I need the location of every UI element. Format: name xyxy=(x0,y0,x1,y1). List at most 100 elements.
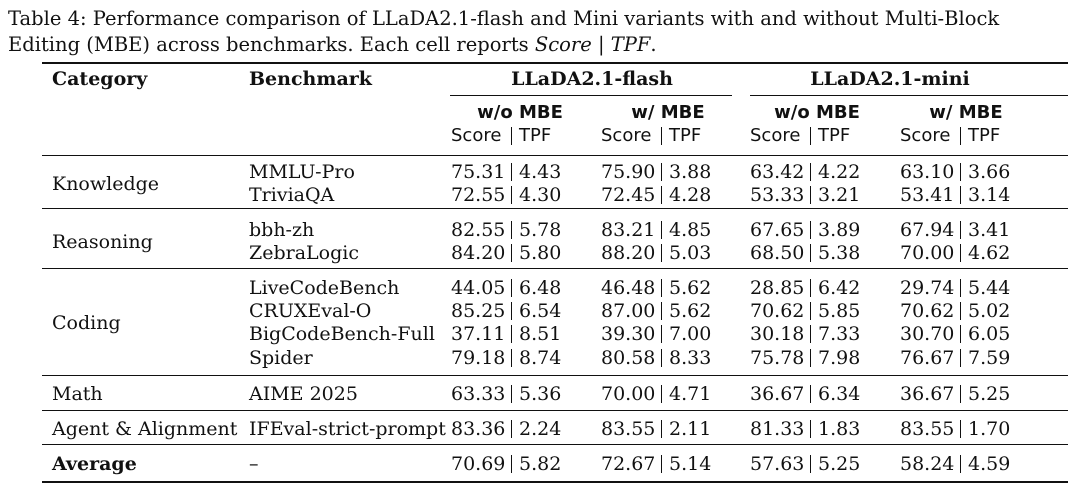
mini-wo-score-header: Score xyxy=(750,125,801,146)
flash-wo-cell-separator xyxy=(511,385,512,403)
flash-w-tpf-cell: 4.71 xyxy=(669,383,712,405)
category-cell: Reasoning xyxy=(52,230,153,253)
mini-w-cell-separator xyxy=(960,385,961,403)
flash-wo-score-cell: 79.18 xyxy=(451,347,506,369)
benchmark-cell: – xyxy=(249,453,259,475)
flash-w-header-separator xyxy=(661,127,662,145)
mini-wo-tpf-cell: 1.83 xyxy=(818,418,861,440)
mini-wo-tpf-cell: 5.38 xyxy=(818,242,861,264)
mini-w-score-cell: 70.62 xyxy=(900,300,955,322)
mini-wo-score-cell: 75.78 xyxy=(750,347,805,369)
flash-wo-tpf-cell: 8.51 xyxy=(519,323,562,345)
mini-wo-cell-separator xyxy=(810,279,811,297)
flash-w-score-cell: 46.48 xyxy=(601,277,656,299)
flash-w-tpf-cell: 5.62 xyxy=(669,277,712,299)
benchmark-cell: TriviaQA xyxy=(249,184,335,206)
mini-w-score-cell: 83.55 xyxy=(900,418,955,440)
mini-w-tpf-cell: 6.05 xyxy=(968,323,1011,345)
flash-wo-tpf-cell: 2.24 xyxy=(519,418,562,440)
mini-wo-score-cell: 30.18 xyxy=(750,323,805,345)
benchmark-cell: bbh-zh xyxy=(249,219,315,241)
flash-wo-cell-separator xyxy=(511,455,512,473)
flash-wo-cell-separator xyxy=(511,221,512,239)
mini-w-cell-separator xyxy=(960,279,961,297)
benchmark-cell: MMLU-Pro xyxy=(249,161,355,183)
header-benchmark: Benchmark xyxy=(249,68,372,90)
group-rule xyxy=(42,375,1068,376)
mini-w-cell-separator xyxy=(960,186,961,204)
mini-wo-cell-separator xyxy=(810,221,811,239)
flash-w-cell-separator xyxy=(661,163,662,181)
mini-w-mbe: w/ MBE xyxy=(929,102,1003,123)
mini-wo-tpf-cell: 3.89 xyxy=(818,219,861,241)
mini-w-header-separator xyxy=(960,127,961,145)
flash-wo-cell-separator xyxy=(511,244,512,262)
flash-wo-score-cell: 72.55 xyxy=(451,184,506,206)
flash-w-mbe: w/ MBE xyxy=(631,102,705,123)
mini-wo-score-cell: 81.33 xyxy=(750,418,805,440)
flash-wo-cell-separator xyxy=(511,420,512,438)
mini-w-cell-separator xyxy=(960,221,961,239)
flash-w-tpf-cell: 2.11 xyxy=(669,418,712,440)
mini-w-cell-separator xyxy=(960,244,961,262)
mini-wo-cell-separator xyxy=(810,244,811,262)
mini-wo-tpf-cell: 4.22 xyxy=(818,161,861,183)
mini-w-cell-separator xyxy=(960,349,961,367)
header-mini: LLaDA2.1-mini xyxy=(810,68,970,90)
mini-wo-cell-separator xyxy=(810,302,811,320)
category-cell: Math xyxy=(52,383,103,405)
mini-wo-tpf-cell: 3.21 xyxy=(818,184,861,206)
mini-wo-cell-separator xyxy=(810,455,811,473)
flash-wo-score-cell: 82.55 xyxy=(451,219,506,241)
flash-w-score-cell: 70.00 xyxy=(601,383,656,405)
header-flash: LLaDA2.1-flash xyxy=(511,68,673,90)
mini-wo-tpf-cell: 7.98 xyxy=(818,347,861,369)
mini-w-tpf-cell: 4.59 xyxy=(968,453,1011,475)
flash-w-cell-separator xyxy=(661,455,662,473)
mini-w-tpf-cell: 5.25 xyxy=(968,383,1011,405)
benchmark-cell: Spider xyxy=(249,347,313,369)
caption-text: Table 4: Performance comparison of LLaDA… xyxy=(8,7,1000,56)
flash-wo-tpf-cell: 4.30 xyxy=(519,184,562,206)
flash-w-tpf-cell: 4.85 xyxy=(669,219,712,241)
mini-w-score-cell: 30.70 xyxy=(900,323,955,345)
mini-w-tpf-cell: 3.66 xyxy=(968,161,1011,183)
flash-w-cell-separator xyxy=(661,325,662,343)
flash-w-tpf-cell: 5.62 xyxy=(669,300,712,322)
flash-w-cell-separator xyxy=(661,244,662,262)
flash-w-tpf-cell: 8.33 xyxy=(669,347,712,369)
flash-w-score-cell: 83.55 xyxy=(601,418,656,440)
flash-wo-score-cell: 37.11 xyxy=(451,323,506,345)
flash-wo-cell-separator xyxy=(511,186,512,204)
flash-w-score-header: Score xyxy=(601,125,652,146)
mini-w-score-cell: 53.41 xyxy=(900,184,955,206)
mini-w-cell-separator xyxy=(960,325,961,343)
mini-wo-score-cell: 68.50 xyxy=(750,242,805,264)
mini-wo-score-cell: 67.65 xyxy=(750,219,805,241)
flash-group-rule xyxy=(450,95,732,96)
mini-w-tpf-cell: 5.44 xyxy=(968,277,1011,299)
flash-w-score-cell: 83.21 xyxy=(601,219,656,241)
mini-wo-cell-separator xyxy=(810,420,811,438)
mini-w-score-cell: 63.10 xyxy=(900,161,955,183)
flash-wo-tpf-cell: 6.54 xyxy=(519,300,562,322)
flash-w-cell-separator xyxy=(661,186,662,204)
flash-wo-cell-separator xyxy=(511,279,512,297)
flash-w-cell-separator xyxy=(661,420,662,438)
benchmark-cell: BigCodeBench-Full xyxy=(249,323,435,345)
mini-group-rule xyxy=(750,95,1068,96)
caption-tpf: TPF xyxy=(610,33,651,56)
flash-wo-header-separator xyxy=(511,127,512,145)
mini-wo-cell-separator xyxy=(810,163,811,181)
mini-w-score-cell: 76.67 xyxy=(900,347,955,369)
flash-wo-tpf-cell: 4.43 xyxy=(519,161,562,183)
mini-wo-tpf-cell: 7.33 xyxy=(818,323,861,345)
flash-w-cell-separator xyxy=(661,279,662,297)
mini-wo-score-cell: 57.63 xyxy=(750,453,805,475)
caption-period: . xyxy=(650,33,657,56)
flash-w-cell-separator xyxy=(661,349,662,367)
flash-wo-tpf-cell: 8.74 xyxy=(519,347,562,369)
flash-w-score-cell: 88.20 xyxy=(601,242,656,264)
mini-w-tpf-cell: 5.02 xyxy=(968,300,1011,322)
flash-wo-cell-separator xyxy=(511,302,512,320)
